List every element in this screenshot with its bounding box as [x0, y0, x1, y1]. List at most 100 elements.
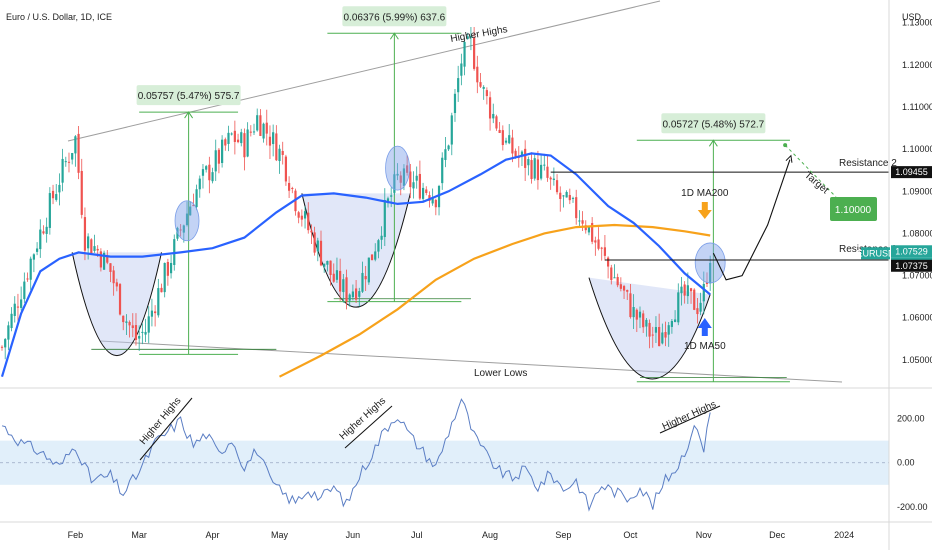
- candle-body: [680, 286, 683, 294]
- candle-body: [284, 156, 288, 182]
- candle-body: [313, 232, 316, 253]
- time-tick-label: Jun: [346, 530, 361, 540]
- moving-averages: [0, 152, 711, 378]
- price-axis[interactable]: 1.05000 1.06000 1.07000 1.08000 1.09000 1.100…: [856, 18, 932, 365]
- candle-body: [527, 159, 530, 166]
- candle-body: [425, 189, 428, 194]
- candle-body: [434, 199, 437, 208]
- candle-body: [224, 139, 227, 146]
- candle-body: [80, 170, 83, 215]
- cup-outline: [71, 252, 162, 357]
- price-tag-bg: [891, 259, 932, 272]
- candle-body: [249, 131, 252, 133]
- candle-body: [495, 116, 498, 129]
- candle-body: [106, 255, 109, 263]
- candle-body: [198, 178, 201, 190]
- candle-body: [7, 325, 10, 340]
- candle-body: [689, 288, 693, 292]
- candle-body: [348, 294, 351, 301]
- candle-body: [227, 132, 230, 144]
- candle-body: [32, 254, 35, 260]
- candle-body: [74, 136, 77, 154]
- candle-body: [358, 291, 361, 297]
- candle-body: [169, 262, 173, 274]
- ma200-line: [279, 223, 711, 378]
- candle-body: [272, 132, 275, 145]
- candle-body: [399, 175, 402, 183]
- projection-arrowhead: [785, 154, 793, 163]
- candle-body: [686, 285, 689, 297]
- candle-body: [288, 182, 291, 191]
- measure-arrowhead: [708, 139, 718, 147]
- candle-body: [619, 284, 622, 289]
- candle-body: [600, 247, 603, 249]
- candle-body: [61, 158, 64, 183]
- lower-lows-label: Lower Lows: [474, 368, 527, 379]
- candle-body: [530, 160, 533, 180]
- projection-path: [712, 159, 791, 281]
- candle-body: [501, 130, 504, 146]
- candle-body: [415, 175, 418, 181]
- candle-body: [648, 322, 651, 337]
- price-tag-label: 1.09455: [895, 167, 928, 177]
- candle-body: [154, 311, 157, 314]
- candle-body: [342, 279, 345, 293]
- candle-body: [71, 153, 74, 160]
- candle-body: [367, 257, 370, 283]
- time-tick-label: Aug: [482, 530, 498, 540]
- cup-outline: [301, 193, 411, 308]
- candle-body: [629, 293, 632, 318]
- candle-body: [597, 239, 600, 249]
- candle-body: [211, 172, 214, 182]
- candle-body: [252, 131, 256, 133]
- candle-body: [99, 251, 102, 268]
- candle-body: [374, 251, 377, 260]
- candle-body: [147, 316, 150, 333]
- candle-body: [20, 299, 23, 308]
- candle-body: [520, 151, 524, 157]
- candle-body: [479, 82, 482, 87]
- candle-body: [157, 288, 160, 316]
- candle-body: [645, 319, 648, 327]
- cci-higher-highs-line: [659, 405, 721, 434]
- symbol-title[interactable]: Euro / U.S. Dollar, 1D, ICE: [6, 12, 112, 22]
- candle-body: [179, 229, 182, 231]
- price-tag-label: 1.07375: [895, 261, 928, 271]
- price-tick-label: 1.13000: [902, 18, 932, 28]
- cci-tick-label: 200.00: [897, 414, 925, 424]
- time-axis[interactable]: Feb Mar Apr May Jun Jul Aug Sep Oct Nov Dec 2024: [68, 530, 855, 540]
- highlight-circle: [385, 145, 410, 191]
- candle-body: [450, 115, 453, 145]
- price-tick-label: 1.06000: [902, 313, 932, 323]
- candle-body: [492, 113, 495, 119]
- candle-body: [705, 282, 709, 285]
- candle-body: [262, 123, 265, 139]
- upper-trend-line: [67, 0, 661, 142]
- candle-body: [559, 192, 562, 199]
- candle-body: [23, 281, 26, 300]
- time-tick-label: May: [271, 530, 289, 540]
- cci-axis[interactable]: 200.00 0.00 -200.00: [897, 414, 928, 512]
- candle-body: [581, 220, 584, 224]
- time-tick-label: Oct: [623, 530, 638, 540]
- candle-body: [354, 288, 358, 300]
- candle-body: [35, 248, 39, 252]
- candle-body: [303, 211, 307, 219]
- candle-body: [323, 263, 326, 267]
- candle-body: [208, 164, 211, 181]
- candle-body: [4, 339, 7, 348]
- candle-body: [122, 315, 125, 323]
- measure-label-box: [342, 6, 447, 27]
- measure-label: 0.05727 (5.48%) 572.7: [662, 119, 764, 130]
- candle-body: [189, 206, 192, 216]
- target-connector: [784, 144, 837, 198]
- time-tick-label: Nov: [696, 530, 713, 540]
- candle-body: [240, 132, 243, 144]
- candle-body: [393, 174, 396, 193]
- candle-body: [466, 36, 469, 39]
- candle-body: [607, 257, 610, 267]
- candle-body: [571, 197, 575, 199]
- candle-body: [504, 140, 508, 143]
- candle-body: [118, 284, 122, 315]
